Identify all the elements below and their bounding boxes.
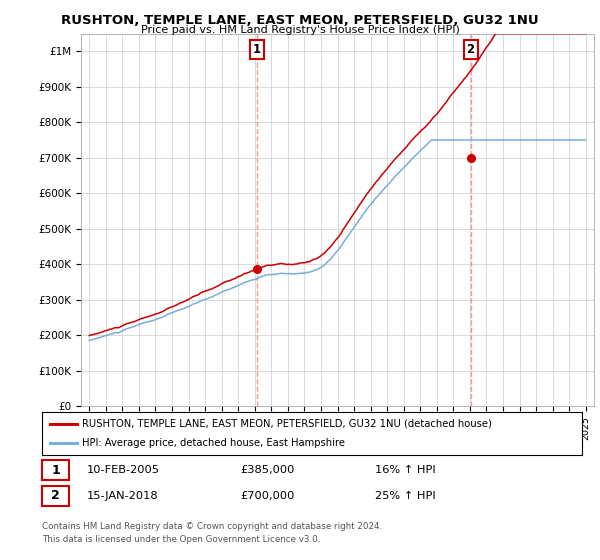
Text: HPI: Average price, detached house, East Hampshire: HPI: Average price, detached house, East… [83,438,346,448]
Text: This data is licensed under the Open Government Licence v3.0.: This data is licensed under the Open Gov… [42,535,320,544]
Text: Contains HM Land Registry data © Crown copyright and database right 2024.: Contains HM Land Registry data © Crown c… [42,522,382,531]
Text: 2: 2 [466,43,475,56]
Text: RUSHTON, TEMPLE LANE, EAST MEON, PETERSFIELD, GU32 1NU (detached house): RUSHTON, TEMPLE LANE, EAST MEON, PETERSF… [83,419,493,428]
Text: 15-JAN-2018: 15-JAN-2018 [87,491,158,501]
Text: 10-FEB-2005: 10-FEB-2005 [87,465,160,475]
Text: 16% ↑ HPI: 16% ↑ HPI [375,465,436,475]
Text: 1: 1 [51,464,60,477]
Text: RUSHTON, TEMPLE LANE, EAST MEON, PETERSFIELD, GU32 1NU: RUSHTON, TEMPLE LANE, EAST MEON, PETERSF… [61,14,539,27]
Text: 25% ↑ HPI: 25% ↑ HPI [375,491,436,501]
Text: £700,000: £700,000 [240,491,295,501]
Text: 2: 2 [51,489,60,502]
Text: £385,000: £385,000 [240,465,295,475]
Text: 1: 1 [253,43,260,56]
Text: Price paid vs. HM Land Registry's House Price Index (HPI): Price paid vs. HM Land Registry's House … [140,25,460,35]
